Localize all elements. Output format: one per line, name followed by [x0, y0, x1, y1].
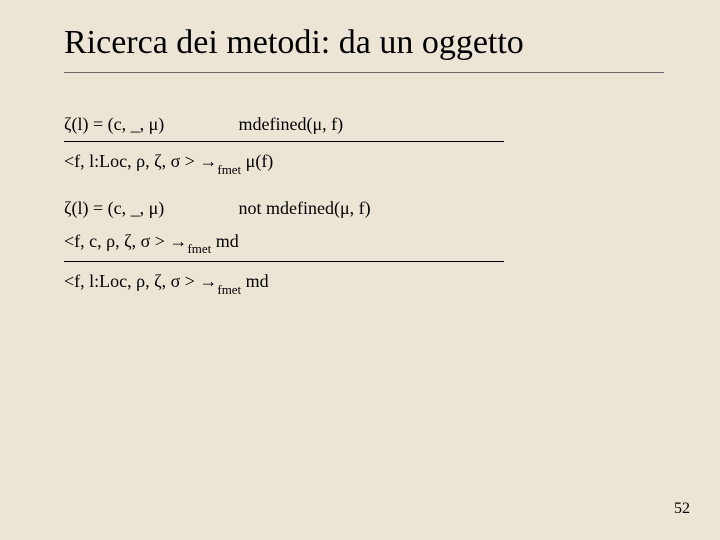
rule2-mid-sub: fmet — [187, 241, 211, 256]
slide: Ricerca dei metodi: da un oggetto ζ(l) =… — [0, 0, 720, 540]
rule1-conclusion: <f, l:Loc, ρ, ζ, σ > →fmet μ(f) — [64, 148, 720, 177]
page-number: 52 — [674, 500, 690, 518]
title-divider — [64, 72, 664, 73]
rule2-concl-sub: fmet — [217, 282, 241, 297]
rule2-mid-pre: <f, c, ρ, ζ, σ > → — [64, 231, 187, 251]
rule2-divider — [64, 261, 504, 262]
rule1-divider — [64, 141, 504, 142]
rule2-premise: ζ(l) = (c, _, μ) not mdefined(μ, f) — [64, 195, 720, 221]
rule1-concl-post: μ(f) — [241, 151, 273, 171]
rule2-conclusion: <f, l:Loc, ρ, ζ, σ > →fmet md — [64, 268, 720, 297]
rule2-concl-pre: <f, l:Loc, ρ, ζ, σ > → — [64, 271, 217, 291]
rule1-premise-right: mdefined(μ, f) — [239, 111, 344, 137]
rule2-premise-left: ζ(l) = (c, _, μ) — [64, 195, 234, 221]
page-title: Ricerca dei metodi: da un oggetto — [64, 24, 720, 62]
rule1-premise-left: ζ(l) = (c, _, μ) — [64, 111, 234, 137]
rule2-premise-right: not mdefined(μ, f) — [239, 195, 371, 221]
rule1-concl-sub: fmet — [217, 162, 241, 177]
rule1-premise: ζ(l) = (c, _, μ) mdefined(μ, f) — [64, 111, 720, 137]
rule2-mid: <f, c, ρ, ζ, σ > →fmet md — [64, 228, 720, 257]
rule2-concl-post: md — [241, 271, 269, 291]
inference-rules: ζ(l) = (c, _, μ) mdefined(μ, f) <f, l:Lo… — [64, 111, 720, 297]
rule2-mid-post: md — [211, 231, 239, 251]
rule1-concl-pre: <f, l:Loc, ρ, ζ, σ > → — [64, 151, 217, 171]
